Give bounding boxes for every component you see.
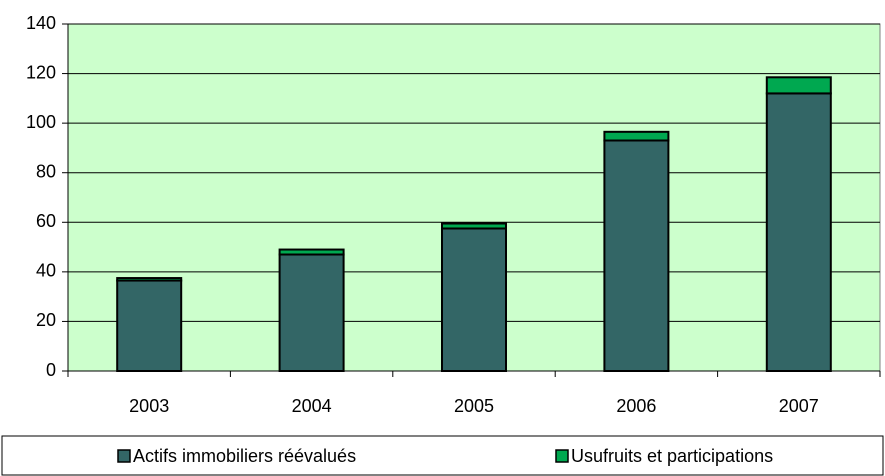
legend-swatch <box>555 449 569 463</box>
legend-label: Usufruits et participations <box>571 446 773 466</box>
x-tick-label: 2004 <box>292 396 332 416</box>
y-tick-label: 120 <box>26 62 56 82</box>
legend-label: Actifs immobiliers réévalués <box>133 446 356 466</box>
bar-segment <box>278 248 345 256</box>
legend-swatch <box>117 449 131 463</box>
y-tick-label: 100 <box>26 112 56 132</box>
y-tick-label: 40 <box>36 261 56 281</box>
x-tick-label: 2006 <box>616 396 656 416</box>
bar-segment <box>116 277 183 282</box>
bar-segment <box>278 253 345 372</box>
bar-segment <box>765 76 832 95</box>
y-tick-label: 140 <box>26 13 56 33</box>
x-tick-label: 2007 <box>779 396 819 416</box>
y-tick-label: 0 <box>46 360 56 380</box>
y-tick-label: 20 <box>36 310 56 330</box>
bar-segment <box>441 222 507 230</box>
y-tick-label: 60 <box>36 211 56 231</box>
bar-segment <box>441 227 507 372</box>
legend-box <box>1 435 884 476</box>
x-tick-label: 2005 <box>454 396 494 416</box>
bar-segment <box>765 92 832 373</box>
y-tick-label: 80 <box>36 161 56 181</box>
x-tick-label: 2003 <box>129 396 169 416</box>
bar-segment <box>603 130 670 142</box>
bar-segment <box>603 139 670 372</box>
bar-segment <box>116 279 183 372</box>
